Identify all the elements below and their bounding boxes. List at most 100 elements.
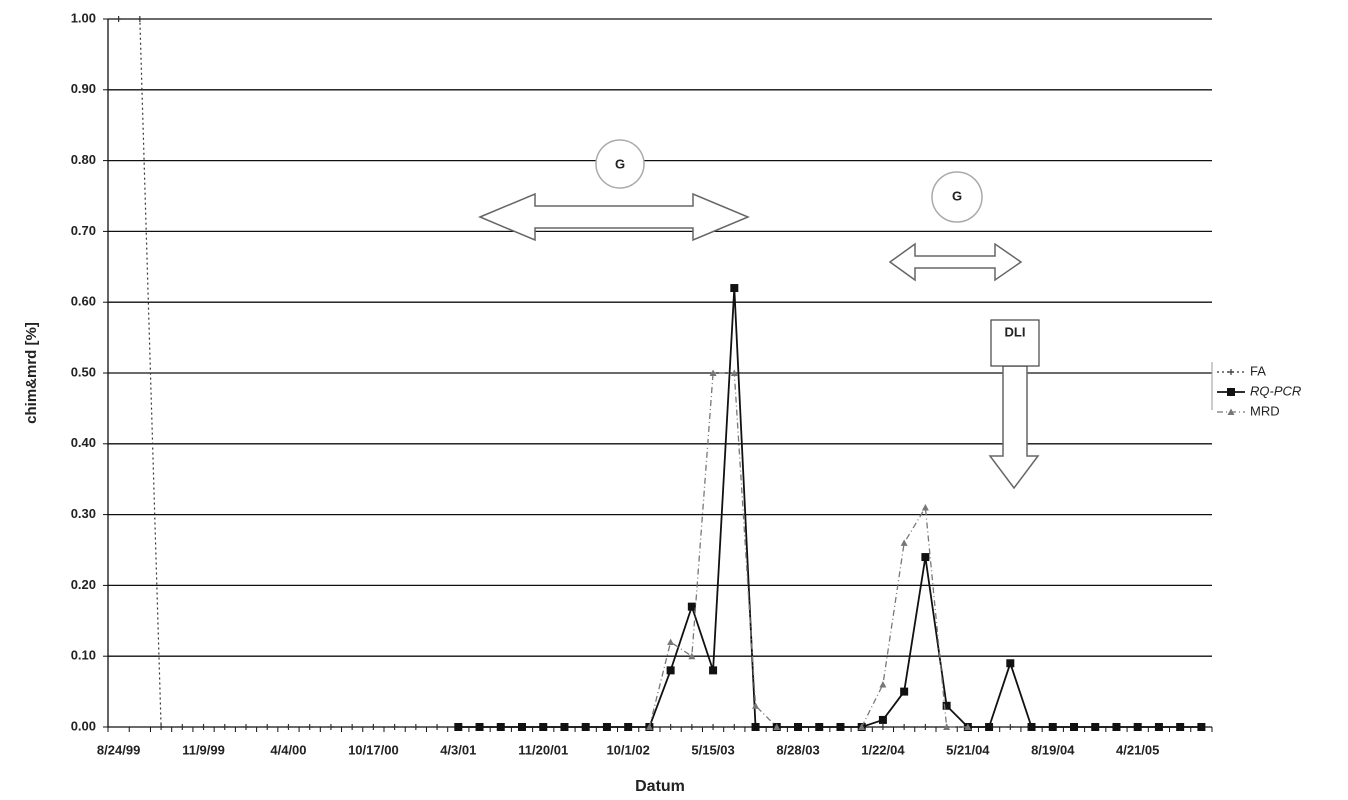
marker xyxy=(1007,724,1014,730)
marker xyxy=(1048,723,1057,731)
marker xyxy=(730,284,739,293)
marker xyxy=(879,681,887,688)
marker xyxy=(667,724,674,730)
marker xyxy=(752,702,760,709)
marker xyxy=(1228,369,1234,375)
marker xyxy=(645,723,653,730)
y-tick-label: 0.60 xyxy=(71,294,96,309)
marker xyxy=(624,723,633,731)
marker xyxy=(285,724,292,730)
y-tick-label: 0.50 xyxy=(71,364,96,379)
y-tick-label: 0.80 xyxy=(71,152,96,167)
marker xyxy=(370,724,377,730)
legend-label: MRD xyxy=(1250,403,1280,418)
marker xyxy=(688,652,696,660)
marker xyxy=(900,687,909,696)
x-tick-label: 4/3/01 xyxy=(440,742,476,757)
y-tick-label: 0.00 xyxy=(71,718,96,733)
marker xyxy=(518,723,526,731)
marker xyxy=(115,16,122,22)
marker xyxy=(1112,723,1121,731)
marker xyxy=(475,723,484,731)
legend: FA RQ-PCR MRD xyxy=(1211,362,1301,418)
marker xyxy=(412,724,419,730)
legend-label: RQ-PCR xyxy=(1250,383,1301,398)
x-tick-label: 1/22/04 xyxy=(861,742,905,757)
series-line xyxy=(458,287,1202,728)
double-arrow xyxy=(478,192,750,242)
y-tick-label: 0.40 xyxy=(71,435,96,450)
annotation-circle xyxy=(931,171,983,223)
x-tick-label: 5/21/04 xyxy=(946,742,990,757)
marker xyxy=(1091,723,1100,731)
x-tick-label: 8/19/04 xyxy=(1031,742,1075,757)
marker xyxy=(879,724,886,730)
marker xyxy=(391,724,398,730)
marker xyxy=(751,723,760,731)
marker xyxy=(858,723,866,730)
x-tick-label: 8/28/03 xyxy=(776,742,819,757)
marker xyxy=(602,723,611,731)
marker xyxy=(666,666,675,675)
marker xyxy=(1027,723,1036,731)
marker xyxy=(243,724,249,730)
marker xyxy=(221,724,228,730)
y-tick-label: 0.90 xyxy=(71,81,96,96)
marker xyxy=(1227,388,1235,396)
marker xyxy=(349,724,356,730)
marker xyxy=(560,723,569,731)
marker xyxy=(964,723,972,730)
y-tick-label: 0.10 xyxy=(71,648,96,663)
marker xyxy=(1176,723,1185,731)
marker xyxy=(900,539,908,546)
marker xyxy=(687,602,696,611)
marker xyxy=(922,724,929,730)
marker xyxy=(158,724,165,730)
marker xyxy=(942,701,951,710)
x-tick-label: 11/9/99 xyxy=(182,742,225,757)
y-tick-label: 1.00 xyxy=(71,10,96,25)
marker xyxy=(709,666,718,675)
marker xyxy=(454,723,463,731)
marker xyxy=(1006,659,1015,668)
double-arrow xyxy=(888,242,1023,282)
marker xyxy=(496,723,505,731)
x-axis-label: Datum xyxy=(635,778,685,795)
marker xyxy=(1197,723,1206,731)
marker xyxy=(730,369,738,376)
marker xyxy=(200,724,207,730)
marker xyxy=(921,553,930,562)
marker xyxy=(921,504,929,511)
annotation-circle xyxy=(595,139,645,189)
marker xyxy=(667,638,675,646)
annotation: G xyxy=(615,156,625,171)
marker xyxy=(581,723,590,731)
x-tick-label: 10/1/02 xyxy=(606,742,649,757)
marker xyxy=(306,724,313,730)
x-tick-label: 10/17/00 xyxy=(348,742,399,757)
marker xyxy=(136,16,143,22)
y-tick-label: 0.30 xyxy=(71,506,96,521)
marker xyxy=(1227,408,1235,415)
y-tick-label: 0.70 xyxy=(71,223,96,238)
series-line xyxy=(648,372,968,728)
x-tick-label: 4/21/05 xyxy=(1116,742,1159,757)
marker xyxy=(1154,723,1163,731)
annotation-box xyxy=(990,319,1040,367)
legend-label: FA xyxy=(1250,363,1266,378)
y-tick-label: 0.20 xyxy=(71,577,96,592)
annotation: G xyxy=(952,188,962,203)
marker xyxy=(179,724,186,730)
x-tick-label: 4/4/00 xyxy=(270,742,306,757)
down-arrow xyxy=(988,365,1040,490)
marker xyxy=(327,724,334,730)
marker xyxy=(688,724,695,730)
marker xyxy=(1070,723,1078,731)
marker xyxy=(878,715,887,724)
marker xyxy=(773,723,781,730)
marker xyxy=(794,723,802,731)
marker xyxy=(1133,723,1142,731)
x-tick-label: 8/24/99 xyxy=(97,742,140,757)
marker xyxy=(985,723,994,731)
